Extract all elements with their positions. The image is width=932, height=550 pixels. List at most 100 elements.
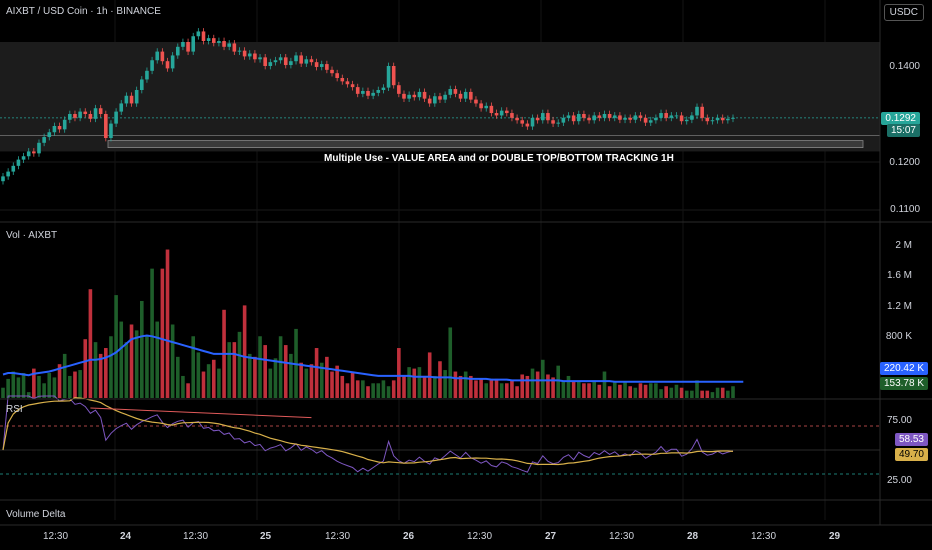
candle-body — [479, 103, 483, 109]
volume-bar — [26, 392, 31, 398]
candle-body — [587, 117, 591, 121]
candle-body — [597, 115, 602, 118]
candle-body — [314, 62, 319, 67]
volume-bar — [505, 383, 509, 398]
volume-bar — [114, 295, 118, 398]
price-tick-3: 0.1100 — [890, 204, 920, 215]
volume-bar — [201, 371, 206, 398]
candle-body — [16, 159, 21, 166]
volume-bar — [319, 362, 324, 398]
candle-body — [283, 57, 288, 66]
candle-body — [211, 38, 216, 43]
time-tick-7: 27 — [545, 531, 557, 542]
volume-bar — [309, 364, 314, 398]
candle-body — [340, 78, 345, 82]
candle-body — [47, 132, 52, 138]
time-tick-3: 25 — [260, 531, 272, 542]
time-tick-0: 12:30 — [43, 531, 69, 542]
candle-body — [407, 94, 411, 99]
candle-body — [232, 43, 237, 52]
volume-bar — [181, 375, 185, 398]
candle-body — [525, 123, 530, 127]
volume-bar — [237, 331, 242, 398]
volume-tick-3: 800 K — [885, 331, 912, 342]
candle-body — [181, 42, 185, 47]
volume-bar — [407, 367, 411, 398]
candle-body — [150, 60, 154, 71]
candle-body — [93, 108, 98, 119]
candle-body — [484, 105, 489, 109]
time-tick-10: 12:30 — [751, 531, 777, 542]
time-tick-5: 26 — [403, 531, 415, 542]
candle-body — [720, 117, 725, 121]
candle-body — [294, 55, 298, 62]
volume-bar — [88, 289, 93, 398]
candle-body — [191, 36, 196, 52]
candle-body — [299, 55, 303, 64]
currency-badge[interactable]: USDC — [883, 4, 924, 21]
candle-body — [540, 113, 545, 121]
rsi-tick-75: 75.00 — [886, 415, 912, 426]
candle-body — [469, 91, 473, 100]
candle-body — [700, 106, 704, 118]
candle-body — [11, 165, 16, 172]
candle-body — [659, 113, 663, 118]
candle-body — [648, 120, 653, 123]
volume-bar — [551, 377, 555, 398]
volume-delta-title: Volume Delta — [6, 509, 66, 520]
candle-body — [654, 117, 658, 121]
volume-bar — [556, 365, 561, 398]
volume-bar — [700, 390, 704, 398]
volume-bar — [6, 378, 10, 398]
candle-body — [52, 126, 57, 133]
volume-bar — [515, 386, 519, 398]
volume-bar — [140, 300, 144, 398]
volume-bar — [330, 371, 334, 398]
volume-bar — [47, 373, 52, 398]
volume-bar — [150, 268, 154, 398]
candle-body — [417, 91, 422, 98]
candle-body — [726, 118, 730, 121]
volume-bar — [669, 387, 674, 398]
volume-ma-line — [2, 334, 744, 383]
candle-body — [576, 114, 581, 122]
candle-body — [1, 176, 5, 182]
volume-bar — [499, 383, 504, 398]
candle-body — [278, 57, 283, 61]
candle-body — [57, 126, 62, 130]
volume-bar — [427, 352, 432, 398]
volume-bar — [16, 377, 21, 398]
candle-body — [628, 117, 632, 120]
candle-body — [361, 90, 365, 94]
volume-bar — [494, 378, 499, 398]
price-tick-0: 0.1400 — [889, 61, 920, 72]
volume-bar — [175, 356, 180, 398]
candle-body — [247, 53, 252, 57]
volume-bar — [592, 380, 596, 398]
candle-body — [731, 117, 735, 119]
volume-bar — [350, 371, 355, 398]
candle-body — [438, 96, 442, 100]
candle-body — [98, 108, 103, 114]
time-tick-9: 28 — [687, 531, 699, 542]
volume-bar — [371, 383, 375, 398]
volume-bar — [32, 368, 36, 398]
candle-body — [21, 156, 26, 160]
volume-bar — [134, 330, 139, 398]
volume-bar — [607, 386, 612, 398]
volume-bar — [458, 375, 463, 398]
volume-bar — [422, 375, 427, 398]
candle-body — [170, 55, 175, 69]
candle-body — [638, 115, 643, 118]
volume-bar — [258, 336, 262, 398]
time-tick-1: 24 — [120, 531, 132, 542]
volume-bar — [242, 305, 247, 398]
candle-body — [165, 61, 170, 69]
volume-bar — [170, 324, 175, 398]
candle-body — [196, 31, 201, 37]
volume-bar — [335, 365, 339, 398]
candle-body — [78, 111, 82, 118]
candle-body — [155, 51, 160, 61]
candle-body — [551, 120, 555, 124]
